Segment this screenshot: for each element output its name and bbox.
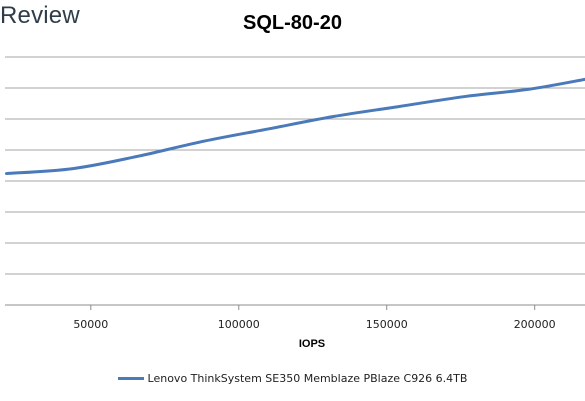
series-line [4, 77, 585, 176]
x-tick-label: 200000 [514, 318, 556, 331]
logo-text: Review [0, 2, 80, 29]
x-tick-label: 100000 [218, 318, 260, 331]
legend: Lenovo ThinkSystem SE350 Memblaze PBlaze… [0, 372, 585, 385]
legend-label: Lenovo ThinkSystem SE350 Memblaze PBlaze… [147, 372, 468, 385]
legend-swatch [117, 377, 144, 380]
x-tick-label: 150000 [366, 318, 408, 331]
chart-title: SQL-80-20 [243, 12, 342, 34]
x-axis-title: IOPS [299, 338, 325, 350]
x-tick-label: 50000 [73, 318, 108, 331]
